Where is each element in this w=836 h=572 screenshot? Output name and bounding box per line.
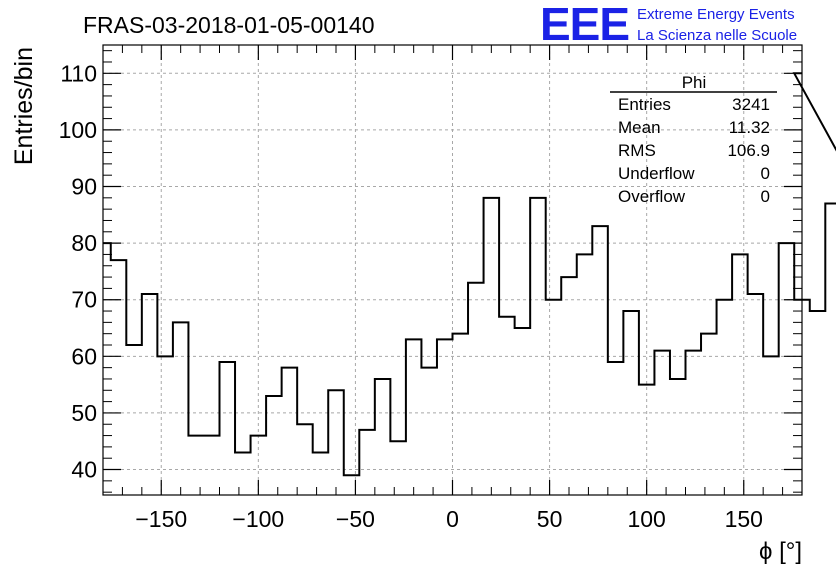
run-title: FRAS-03-2018-01-05-00140 [83, 12, 375, 38]
stats-rms-value: 106.9 [727, 141, 770, 160]
x-tick-label: 50 [537, 506, 563, 532]
logo-line-2: La Scienza nelle Scuole [637, 27, 797, 44]
histogram-line [103, 72, 836, 477]
stats-entries-value: 3241 [732, 95, 770, 114]
grid-lines [103, 45, 802, 495]
y-tick-label: 90 [71, 174, 97, 200]
y-tick-label: 40 [71, 457, 97, 483]
y-tick-label: 110 [60, 60, 97, 86]
logo-line-1: Extreme Energy Events [637, 6, 795, 23]
stats-box: Phi Entries 3241 Mean 11.32 RMS 106.9 Un… [610, 73, 777, 206]
y-tick-label: 70 [71, 287, 97, 313]
stats-mean-value: 11.32 [729, 118, 770, 137]
x-tick-label: 100 [627, 506, 665, 532]
y-axis-title: Entries/bin [10, 47, 38, 165]
x-tick-label: 150 [725, 506, 763, 532]
x-tick-label: 0 [446, 506, 459, 532]
stats-mean-label: Mean [618, 118, 661, 137]
y-tick-label: 100 [59, 117, 97, 143]
stats-overflow-label: Overflow [618, 187, 686, 206]
x-tick-label: −150 [135, 506, 187, 532]
y-tick-label: 80 [71, 230, 97, 256]
stats-underflow-label: Underflow [618, 164, 695, 183]
stats-overflow-value: 0 [761, 187, 770, 206]
axis-ticks: 40 50 60 70 80 90 100 110 −150 −100 −50 0 50 100 150 [59, 45, 802, 532]
stats-rms-label: RMS [618, 141, 656, 160]
x-tick-label: −100 [232, 506, 284, 532]
x-tick-label: −50 [336, 506, 375, 532]
y-tick-label: 50 [71, 400, 97, 426]
stats-entries-label: Entries [618, 95, 671, 114]
eee-logo: EEE [540, 0, 629, 50]
y-tick-label: 60 [71, 343, 97, 369]
stats-underflow-value: 0 [761, 164, 770, 183]
x-axis-title: ϕ [°] [759, 538, 802, 565]
stats-title: Phi [682, 73, 707, 92]
